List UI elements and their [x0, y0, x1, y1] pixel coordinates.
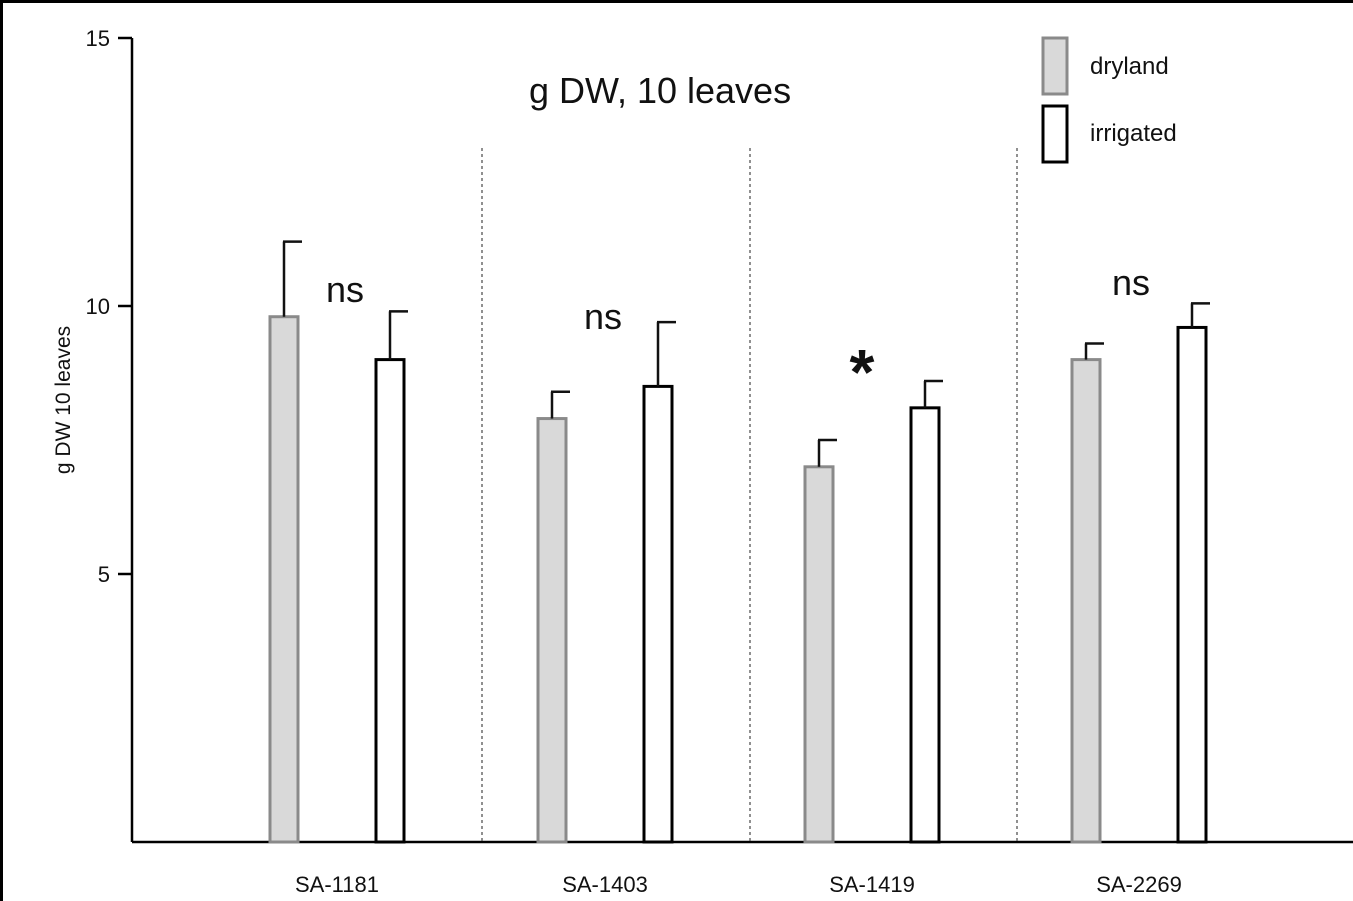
legend-swatch-dryland — [1041, 36, 1069, 96]
x-tick-label-SA-1181: SA-1181 — [295, 872, 379, 897]
y-tick-label-15: 15 — [86, 26, 110, 51]
x-tick-label-SA-2269: SA-2269 — [1096, 872, 1182, 897]
y-tick-label-5: 5 — [98, 562, 110, 587]
chart-title: g DW, 10 leaves — [529, 70, 791, 111]
bar-dryland-SA-2269 — [1070, 358, 1102, 844]
significance-label-SA-1403: ns — [584, 296, 622, 337]
legend-swatch-irrigated — [1041, 104, 1069, 164]
bar-dryland-SA-1403 — [536, 417, 568, 844]
significance-label-SA-1181: ns — [326, 269, 364, 310]
bars: ns ns * ns — [268, 240, 1210, 844]
legend-label-irrigated: irrigated — [1090, 120, 1177, 147]
bar-dryland-SA-1419 — [803, 465, 835, 844]
significance-label-SA-1419: * — [850, 336, 875, 408]
y-axis-label: g DW 10 leaves — [52, 326, 75, 474]
legend: dryland irrigated — [1041, 36, 1177, 164]
y-tick-label-10: 10 — [86, 294, 110, 319]
bar-irrigated-SA-1419 — [909, 406, 941, 844]
x-tick-label-SA-1419: SA-1419 — [829, 872, 915, 897]
significance-label-SA-2269: ns — [1112, 262, 1150, 303]
bar-dryland-SA-1181 — [268, 315, 300, 844]
bar-irrigated-SA-2269 — [1176, 325, 1208, 844]
bar-irrigated-SA-1181 — [374, 358, 406, 844]
legend-label-dryland: dryland — [1090, 53, 1169, 80]
axes: 5 10 15 SA-1181 SA-1403 SA-1419 SA-2269 — [86, 26, 1353, 897]
x-tick-label-SA-1403: SA-1403 — [562, 872, 648, 897]
bar-irrigated-SA-1403 — [642, 384, 674, 844]
